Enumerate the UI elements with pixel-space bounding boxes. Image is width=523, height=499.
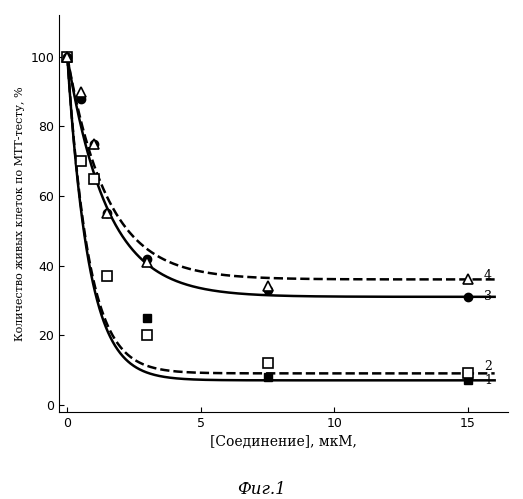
Text: 4: 4: [484, 269, 492, 282]
Y-axis label: Количество живых клеток по МТТ-тесту, %: Количество живых клеток по МТТ-тесту, %: [15, 86, 25, 341]
Text: 2: 2: [484, 360, 492, 373]
Text: Фиг.1: Фиг.1: [237, 481, 286, 498]
X-axis label: [Соединение], мкМ,: [Соединение], мкМ,: [210, 435, 357, 449]
Text: 1: 1: [484, 374, 492, 387]
Text: 3: 3: [484, 290, 492, 303]
